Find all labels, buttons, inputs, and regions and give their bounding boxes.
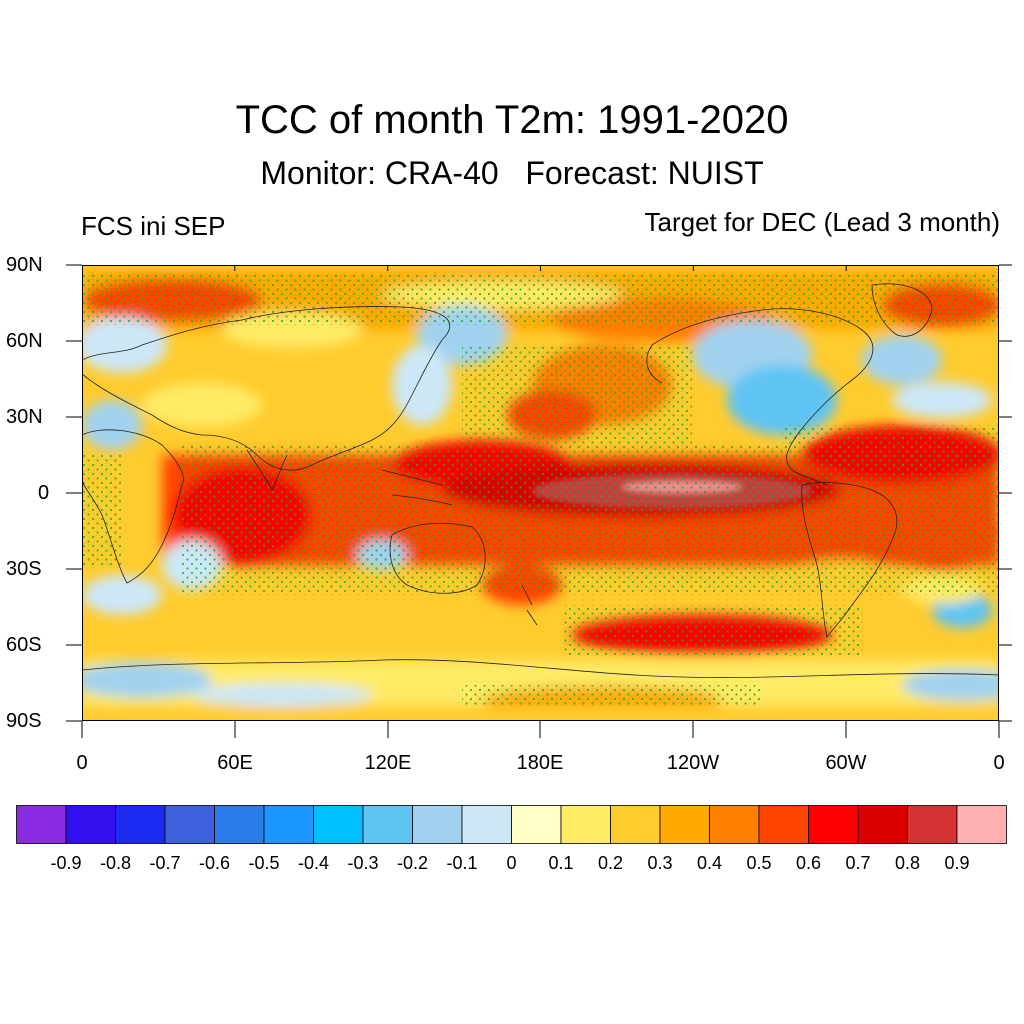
colorbar-label: 0 <box>506 853 517 873</box>
colorbar-label: -0.8 <box>99 853 132 873</box>
lat-tick-label: 0 <box>38 482 50 504</box>
lat-tick-label: 60N <box>6 330 43 352</box>
colorbar-label: -0.1 <box>446 853 478 873</box>
colorbar-swatch <box>808 805 859 844</box>
colorbar-label: 0.6 <box>795 853 822 873</box>
colorbar-swatch <box>511 805 562 844</box>
correlation-map <box>82 265 999 721</box>
colorbar-label: -0.5 <box>248 853 280 873</box>
lon-tick-label: 0 <box>76 752 88 774</box>
colorbar-swatch <box>263 805 314 844</box>
lat-tick-label: 90N <box>6 254 43 276</box>
lon-tick-label: 120W <box>666 752 720 774</box>
colorbar-swatch <box>907 805 958 844</box>
init-month-label: FCS ini SEP <box>81 211 226 241</box>
colorbar-label: -0.4 <box>297 853 330 873</box>
chart-title: TCC of month T2m: 1991-2020 <box>235 98 789 142</box>
colorbar-label: 0.3 <box>647 853 673 873</box>
colorbar-swatch <box>115 805 166 844</box>
colorbar-label: -0.6 <box>198 853 231 873</box>
colorbar-label: 0.9 <box>944 853 970 873</box>
significance-stippling <box>82 275 999 705</box>
colorbar-swatch <box>857 805 908 844</box>
target-month-label: Target for DEC (Lead 3 month) <box>644 207 1001 237</box>
colorbar-label: 0.4 <box>696 853 723 873</box>
lon-tick-label: 180E <box>516 752 564 774</box>
colorbar-swatch <box>956 805 1007 844</box>
colorbar-swatch <box>65 805 116 844</box>
coastlines <box>82 283 999 678</box>
lon-tick-label: 60E <box>217 752 253 774</box>
lat-tick-label: 30S <box>6 558 42 580</box>
colorbar-swatch <box>412 805 463 844</box>
colorbar-label: -0.3 <box>347 853 379 873</box>
colorbar-swatch <box>214 805 265 844</box>
colorbar-swatch <box>610 805 661 844</box>
colorbar-label: 0.1 <box>548 853 574 873</box>
colorbar-swatch <box>560 805 611 844</box>
colorbar-label: 0.2 <box>597 853 624 873</box>
colorbar-label: 0.5 <box>746 853 772 873</box>
chart-subtitle: Monitor: CRA-40 Forecast: NUIST <box>260 155 764 191</box>
colorbar-label: -0.2 <box>396 853 429 873</box>
map-frame <box>82 265 999 721</box>
colorbar-label: 0.7 <box>845 853 871 873</box>
colorbar-swatch <box>709 805 760 844</box>
colorbar-swatch <box>461 805 512 844</box>
lat-tick-label: 30N <box>6 406 43 428</box>
colorbar-swatch <box>659 805 710 844</box>
colorbar-swatch <box>313 805 364 844</box>
lat-tick-label: 90S <box>6 710 42 732</box>
colorbar-label: -0.9 <box>50 853 82 873</box>
lat-tick-label: 60S <box>6 634 42 656</box>
lon-tick-label: 120E <box>364 752 412 774</box>
colorbar-swatch <box>164 805 215 844</box>
colorbar <box>16 805 1007 844</box>
lon-tick-label: 0 <box>993 752 1005 774</box>
lon-tick-label: 60W <box>825 752 867 774</box>
colorbar-label: -0.7 <box>149 853 181 873</box>
colorbar-swatch <box>758 805 809 844</box>
colorbar-swatch <box>362 805 413 844</box>
colorbar-label: 0.8 <box>894 853 921 873</box>
colorbar-swatch <box>16 805 67 844</box>
